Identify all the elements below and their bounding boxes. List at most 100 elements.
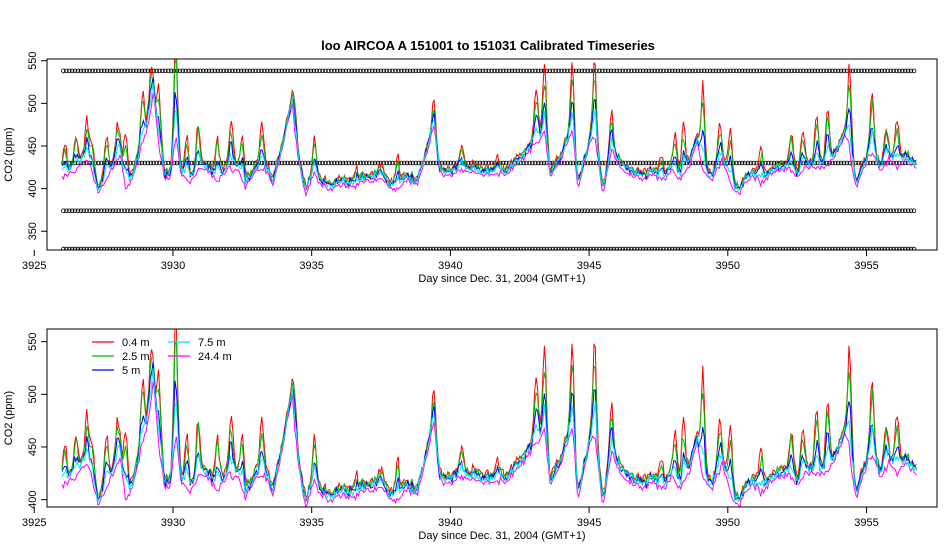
calibration-point [707, 160, 713, 166]
calibration-point [195, 246, 200, 250]
calibration-point [532, 208, 538, 214]
calibration-point [821, 68, 826, 74]
calibration-point [521, 68, 526, 74]
calibration-point [61, 68, 66, 74]
calibration-point [541, 246, 547, 250]
calibration-point [894, 208, 899, 214]
calibration-point [180, 246, 186, 250]
calibration-point [454, 208, 459, 214]
calibration-point [480, 160, 486, 166]
calibration-point [751, 208, 756, 214]
calibration-point [908, 246, 914, 250]
y-tick-label: 450 [27, 438, 39, 456]
calibration-point [241, 208, 247, 214]
calibration-point [801, 246, 806, 250]
calibration-point [556, 208, 561, 214]
calibration-point [157, 68, 162, 74]
calibration-point [133, 246, 139, 250]
calibration-point [166, 68, 171, 74]
calibration-point [87, 208, 92, 214]
calibration-point [579, 68, 585, 74]
calibration-point [107, 68, 113, 74]
calibration-point [597, 246, 602, 250]
calibration-point [363, 68, 369, 74]
calibration-point [812, 68, 818, 74]
calibration-point [835, 208, 841, 214]
calibration-point [305, 246, 311, 250]
calibration-point [527, 160, 532, 166]
calibration-point [375, 68, 381, 74]
calibration-point [168, 246, 174, 250]
calibration-point [279, 68, 285, 74]
calibration-point [605, 246, 611, 250]
calibration-point [166, 160, 171, 166]
calibration-point [442, 68, 448, 74]
calibration-point [859, 246, 864, 250]
calibration-point [145, 208, 151, 214]
calibration-point [867, 208, 873, 214]
calibration-point [637, 160, 643, 166]
calibration-point [422, 208, 427, 214]
calibration-point [631, 208, 637, 214]
calibration-point [742, 208, 748, 214]
calibration-point [506, 246, 512, 250]
calibration-point [798, 208, 803, 214]
calibration-point [317, 160, 323, 166]
calibration-point [265, 246, 270, 250]
calibration-point [163, 246, 168, 250]
calibration-point [232, 246, 238, 250]
calibration-point [489, 246, 494, 250]
calibration-point [780, 208, 786, 214]
calibration-point [899, 208, 905, 214]
calibration-point [311, 208, 317, 214]
calibration-point [530, 246, 535, 250]
calibration-point [90, 68, 95, 74]
calibration-point [480, 208, 486, 214]
calibration-point [853, 68, 858, 74]
calibration-point [372, 68, 378, 74]
calibration-point [626, 160, 631, 166]
calibration-point [492, 208, 497, 214]
calibration-point [361, 68, 366, 74]
calibration-point [337, 160, 343, 166]
calibration-point [643, 208, 649, 214]
calibration-point [547, 68, 553, 74]
calibration-point [133, 208, 139, 214]
calibration-point [690, 208, 695, 214]
calibration-point [247, 208, 253, 214]
calibration-point [876, 68, 882, 74]
calibration-point [567, 246, 573, 250]
calibration-point [104, 208, 110, 214]
calibration-point [736, 208, 742, 214]
calibration-point [827, 68, 832, 74]
calibration-point [710, 208, 716, 214]
calibration-point [512, 208, 518, 214]
calibration-point [870, 68, 876, 74]
y-axis-label: CO2 (ppm) [3, 391, 15, 445]
calibration-point [369, 160, 375, 166]
calibration-point [859, 68, 864, 74]
calibration-point [486, 208, 492, 214]
calibration-point [620, 68, 625, 74]
calibration-point [81, 68, 87, 74]
calibration-point [90, 246, 95, 250]
calibration-point [734, 246, 739, 250]
calibration-point [503, 208, 509, 214]
calibration-point [640, 246, 646, 250]
calibration-point [821, 246, 826, 250]
series-line-5-m [61, 362, 917, 502]
calibration-point [390, 246, 395, 250]
legend-label: 5 m [122, 365, 140, 377]
calibration-point [238, 208, 244, 214]
calibration-point [460, 68, 465, 74]
x-axis-label: Day since Dec. 31, 2004 (GMT+1) [418, 530, 585, 542]
calibration-point [282, 68, 288, 74]
calibration-point [655, 160, 660, 166]
calibration-point [693, 68, 698, 74]
calibration-point [192, 208, 197, 214]
calibration-point [894, 246, 899, 250]
calibration-point [725, 246, 730, 250]
calibration-point [396, 246, 401, 250]
calibration-point [203, 208, 209, 214]
calibration-point [500, 208, 506, 214]
